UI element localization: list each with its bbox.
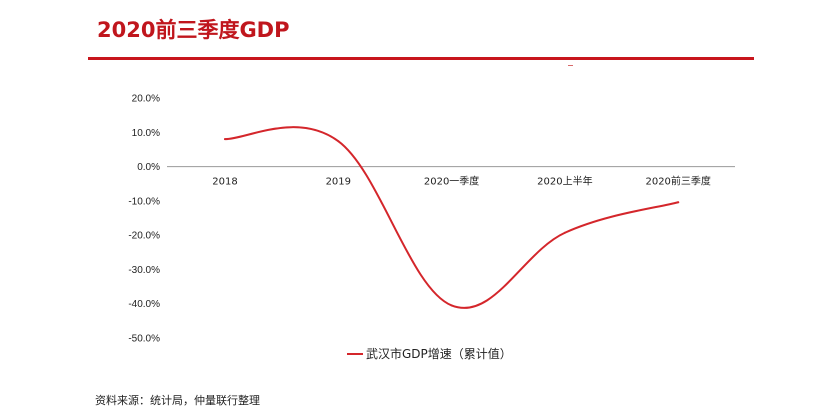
y-tick-label: 20.0% — [132, 94, 160, 105]
header-divider — [88, 57, 754, 60]
x-tick-label: 2018 — [212, 177, 237, 188]
x-tick-label: 2020前三季度 — [645, 175, 710, 188]
y-tick-label: -20.0% — [128, 231, 160, 242]
data-point — [224, 138, 226, 141]
legend: 武汉市GDP增速（累计值） — [347, 346, 512, 361]
y-tick-label: -50.0% — [128, 334, 160, 345]
page-title: 2020前三季度GDP — [97, 18, 290, 42]
data-point — [450, 304, 453, 307]
x-tick-label: 2020上半年 — [537, 175, 592, 188]
y-tick-label: 0.0% — [137, 162, 160, 173]
y-tick-label: 10.0% — [132, 128, 160, 139]
y-tick-label: -40.0% — [128, 299, 160, 310]
y-axis-tick-labels: 20.0% 10.0% 0.0% -10.0% -20.0% -30.0% -40.0% -5… — [128, 94, 160, 345]
y-tick-label: -30.0% — [128, 265, 160, 276]
data-point — [337, 140, 340, 143]
data-point — [677, 201, 680, 204]
legend-label: 武汉市GDP增速（累计值） — [366, 346, 512, 361]
y-tick-label: -10.0% — [128, 196, 160, 207]
data-point — [563, 231, 566, 234]
divider-speck — [568, 65, 573, 66]
series-line-wuhan-gdp — [224, 126, 680, 309]
series-points — [224, 138, 680, 307]
x-tick-label: 2019 — [326, 177, 351, 188]
source-note: 资料来源：统计局，仲量联行整理 — [95, 394, 260, 407]
x-axis-tick-labels: 2018 2019 2020一季度 2020上半年 2020前三季度 — [212, 175, 711, 188]
x-tick-label: 2020一季度 — [424, 175, 479, 188]
